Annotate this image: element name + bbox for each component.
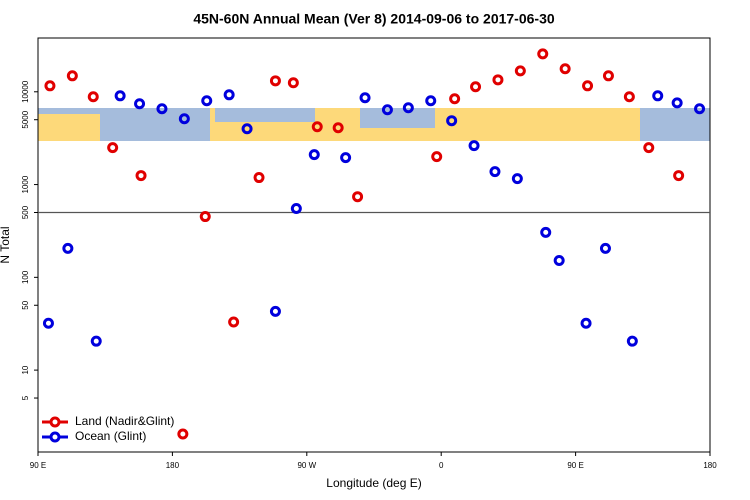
point — [643, 142, 655, 154]
legend-label: Ocean (Glint) — [75, 429, 146, 443]
point — [199, 211, 211, 223]
point — [201, 95, 213, 107]
point — [540, 226, 552, 238]
y-tick-label: 10000 — [21, 80, 30, 103]
point — [446, 115, 458, 127]
point — [340, 152, 352, 164]
point — [511, 173, 523, 185]
point — [599, 242, 611, 254]
point — [269, 305, 281, 317]
point — [253, 172, 265, 184]
point — [90, 335, 102, 347]
point — [223, 89, 235, 101]
point — [178, 113, 190, 125]
point — [359, 92, 371, 104]
point — [287, 77, 299, 89]
point — [626, 335, 638, 347]
point — [156, 103, 168, 115]
point — [514, 65, 526, 77]
map-background — [38, 108, 710, 141]
point — [107, 142, 119, 154]
x-tick-label: 90 W — [297, 461, 316, 470]
y-tick-label: 100 — [21, 270, 30, 284]
point — [652, 90, 664, 102]
point — [402, 102, 414, 114]
map-ocean — [100, 108, 210, 141]
point — [449, 93, 461, 105]
point — [177, 428, 189, 440]
point — [44, 80, 56, 92]
point — [135, 170, 147, 182]
map-ocean — [360, 108, 435, 128]
legend-marker — [49, 416, 61, 428]
point — [623, 91, 635, 103]
point — [332, 122, 344, 134]
point — [431, 151, 443, 163]
x-axis-label: Longitude (deg E) — [326, 476, 421, 490]
y-tick-label: 5 — [21, 395, 30, 400]
point — [311, 121, 323, 133]
point — [470, 81, 482, 93]
point — [537, 48, 549, 60]
x-tick-label: 180 — [166, 461, 180, 470]
point — [381, 104, 393, 116]
point — [468, 140, 480, 152]
point — [66, 70, 78, 82]
point — [42, 317, 54, 329]
x-tick-label: 90 E — [567, 461, 583, 470]
map-ocean — [215, 108, 315, 122]
point — [269, 75, 281, 87]
legend-label: Land (Nadir&Glint) — [75, 414, 174, 428]
point — [671, 97, 683, 109]
points — [42, 48, 706, 440]
point — [241, 123, 253, 135]
x-tick-label: 0 — [439, 461, 444, 470]
point — [308, 149, 320, 161]
legend-marker — [49, 431, 61, 443]
point — [114, 90, 126, 102]
chart-title: 45N-60N Annual Mean (Ver 8) 2014-09-06 t… — [193, 11, 555, 27]
point — [602, 70, 614, 82]
point — [352, 191, 364, 203]
x-tick-label: 90 E — [30, 461, 46, 470]
point — [290, 203, 302, 215]
point — [694, 103, 706, 115]
y-tick-label: 50 — [21, 300, 30, 309]
point — [580, 317, 592, 329]
point — [87, 91, 99, 103]
y-axis-label: N Total — [0, 226, 12, 263]
y-tick-label: 500 — [21, 205, 30, 219]
point — [228, 316, 240, 328]
y-tick-label: 1000 — [21, 175, 30, 193]
point — [62, 242, 74, 254]
x-tick-label: 180 — [703, 461, 717, 470]
point — [673, 170, 685, 182]
point — [553, 254, 565, 266]
point — [559, 63, 571, 75]
map-ocean — [38, 108, 108, 114]
point — [489, 166, 501, 178]
point — [582, 80, 594, 92]
y-tick-label: 10 — [21, 365, 30, 374]
point — [134, 98, 146, 110]
y-tick-label: 5000 — [21, 110, 30, 128]
plot-frame — [37, 37, 711, 453]
point — [492, 74, 504, 86]
point — [425, 95, 437, 107]
